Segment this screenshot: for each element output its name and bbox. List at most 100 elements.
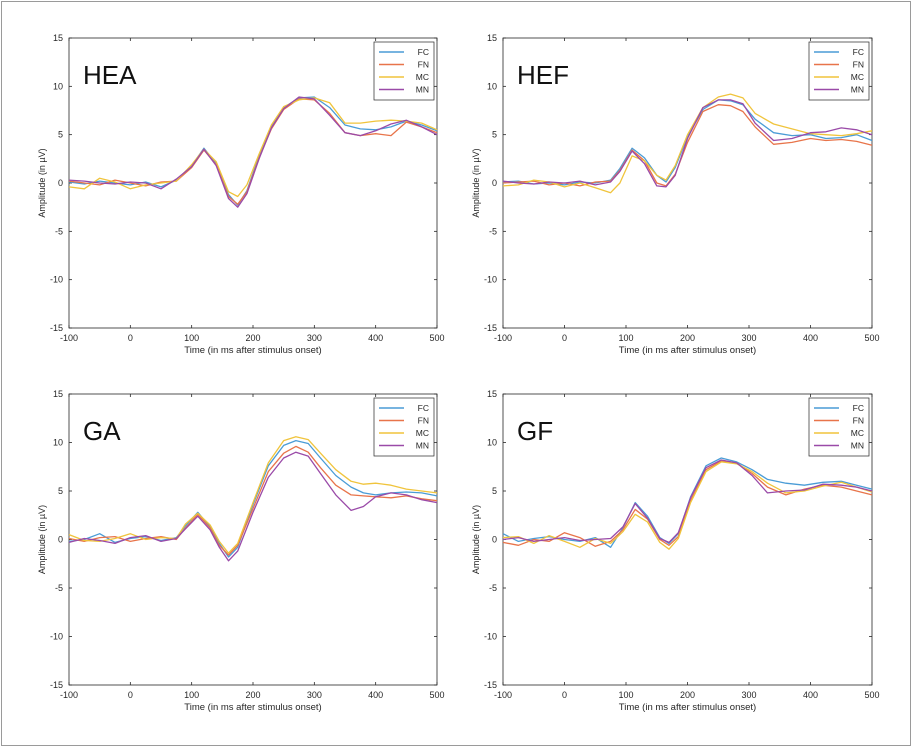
y-tick-label: 5 — [492, 486, 497, 496]
legend-label: MC — [416, 428, 429, 438]
y-tick-label: -5 — [55, 226, 63, 236]
x-tick-label: 300 — [741, 333, 756, 343]
x-tick-label: 400 — [368, 690, 383, 700]
y-tick-label: -5 — [489, 583, 497, 593]
legend-label: MN — [851, 85, 864, 95]
y-tick-label: -15 — [50, 680, 63, 690]
x-tick-label: 500 — [864, 690, 879, 700]
x-tick-label: -100 — [494, 690, 512, 700]
x-tick-label: 200 — [680, 690, 695, 700]
x-tick-label: 300 — [307, 690, 322, 700]
y-tick-label: 5 — [492, 130, 497, 140]
y-tick-label: 0 — [58, 535, 63, 545]
series-line-mc — [502, 93, 873, 194]
y-tick-label: 10 — [487, 81, 497, 91]
x-tick-label: 200 — [245, 690, 260, 700]
series-line-mn — [68, 96, 438, 208]
series-line-mn — [68, 451, 438, 562]
panel-hef: -100 0 100 200 300 400 500 15 10 5 0 -5 -10 -15 Time (… — [471, 33, 880, 356]
y-tick-label: -10 — [484, 275, 497, 285]
panel-title: HEF — [517, 60, 569, 90]
panel-hea: -100 0 100 200 300 400 500 15 10 5 0 -5 -10 -15 Time (… — [37, 33, 445, 356]
x-tick-label: 100 — [618, 333, 633, 343]
x-axis-label: Time (in ms after stimulus onset) — [184, 345, 321, 356]
y-axis-label: Amplitude (in µV) — [471, 148, 481, 217]
x-tick-label: 500 — [864, 333, 879, 343]
y-tick-label: -5 — [489, 226, 497, 236]
panel-gf: -100 0 100 200 300 400 500 15 10 5 0 -5 -10 -15 Time (… — [471, 389, 880, 713]
legend-label: FC — [853, 47, 864, 57]
legend: FC FN MC MN — [808, 41, 870, 101]
x-tick-label: 0 — [128, 333, 133, 343]
y-axis-label: Amplitude (in µV) — [37, 148, 47, 217]
legend-label: MC — [851, 428, 864, 438]
series-line-fc — [502, 457, 873, 548]
x-tick-label: -100 — [494, 333, 512, 343]
x-axis-label: Time (in ms after stimulus onset) — [619, 702, 756, 713]
y-tick-label: 0 — [492, 535, 497, 545]
y-tick-label: 0 — [58, 178, 63, 188]
x-tick-label: 0 — [562, 333, 567, 343]
x-tick-label: 0 — [128, 690, 133, 700]
series-line-mc — [68, 97, 438, 198]
legend: FC FN MC MN — [373, 397, 435, 457]
x-tick-label: 500 — [429, 333, 444, 343]
legend-label: FC — [418, 47, 429, 57]
y-tick-label: 10 — [53, 81, 63, 91]
legend-label: FN — [853, 416, 864, 426]
series-line-mn — [502, 459, 873, 544]
legend-label: FN — [853, 60, 864, 70]
y-axis-label: Amplitude (in µV) — [471, 505, 481, 574]
panel-title: GA — [83, 416, 121, 446]
panel-ga: -100 0 100 200 300 400 500 15 10 5 0 -5 -10 -15 Time (… — [37, 389, 445, 713]
y-tick-label: -15 — [50, 323, 63, 333]
x-tick-label: 100 — [184, 690, 199, 700]
x-tick-label: -100 — [60, 690, 78, 700]
y-axis-label: Amplitude (in µV) — [37, 505, 47, 574]
x-tick-label: 0 — [562, 690, 567, 700]
y-tick-label: 10 — [487, 438, 497, 448]
x-tick-label: -100 — [60, 333, 78, 343]
legend: FC FN MC MN — [373, 41, 435, 101]
legend: FC FN MC MN — [808, 397, 870, 457]
y-tick-label: -15 — [484, 680, 497, 690]
x-tick-label: 400 — [803, 333, 818, 343]
series-line-mn — [502, 99, 873, 188]
series-line-fn — [68, 445, 438, 556]
x-tick-label: 100 — [618, 690, 633, 700]
legend-label: MN — [851, 441, 864, 451]
y-tick-label: 5 — [58, 486, 63, 496]
y-tick-label: -5 — [55, 583, 63, 593]
legend-label: MC — [851, 72, 864, 82]
x-tick-label: 200 — [245, 333, 260, 343]
y-tick-label: -10 — [484, 632, 497, 642]
legend-label: MN — [416, 441, 429, 451]
y-tick-label: 5 — [58, 130, 63, 140]
legend-label: FN — [418, 60, 429, 70]
y-tick-label: 15 — [53, 389, 63, 399]
panel-title: HEA — [83, 60, 137, 90]
y-tick-label: 0 — [492, 178, 497, 188]
x-tick-label: 400 — [368, 333, 383, 343]
legend-label: MN — [416, 85, 429, 95]
y-tick-label: -10 — [50, 275, 63, 285]
x-tick-label: 500 — [429, 690, 444, 700]
y-tick-label: -15 — [484, 323, 497, 333]
panel-title: GF — [517, 416, 553, 446]
x-tick-label: 100 — [184, 333, 199, 343]
legend-label: FC — [418, 403, 429, 413]
legend-label: FC — [853, 403, 864, 413]
y-tick-label: 15 — [487, 33, 497, 43]
y-tick-label: 10 — [53, 438, 63, 448]
x-tick-label: 200 — [680, 333, 695, 343]
legend-label: MC — [416, 72, 429, 82]
x-tick-label: 300 — [307, 333, 322, 343]
x-axis-label: Time (in ms after stimulus onset) — [619, 345, 756, 356]
x-tick-label: 300 — [741, 690, 756, 700]
y-tick-label: -10 — [50, 632, 63, 642]
legend-label: FN — [418, 416, 429, 426]
y-tick-label: 15 — [487, 389, 497, 399]
x-axis-label: Time (in ms after stimulus onset) — [184, 702, 321, 713]
y-tick-label: 15 — [53, 33, 63, 43]
